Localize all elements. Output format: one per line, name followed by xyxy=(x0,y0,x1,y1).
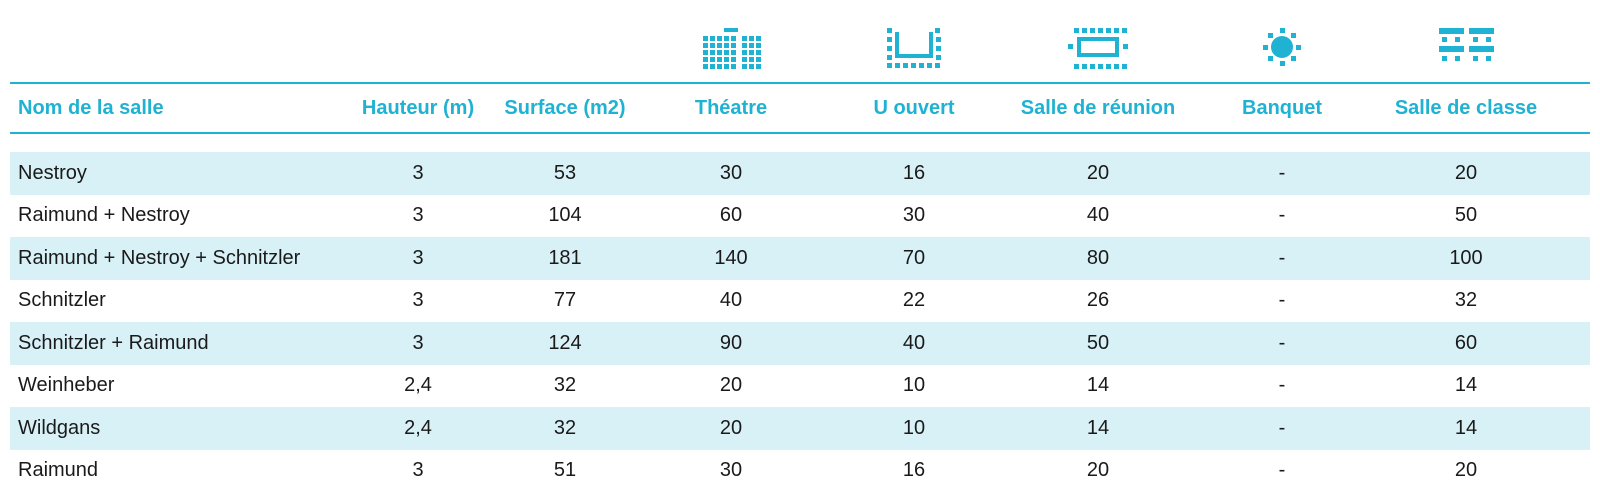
cell-reunion: 80 xyxy=(1086,246,1110,269)
header-classe: Salle de classe xyxy=(1394,96,1538,119)
cell-u-ouvert: 40 xyxy=(902,331,926,354)
table-row: Schnitzler + Raimund 3 124 90 40 50 - 60 xyxy=(10,322,1590,365)
header-surface: Surface (m2) xyxy=(504,96,626,119)
cell-u-ouvert: 30 xyxy=(902,204,926,227)
cell-theatre: 30 xyxy=(719,459,743,482)
cell-classe: 50 xyxy=(1454,204,1478,227)
cell-banquet: - xyxy=(1278,289,1286,312)
cell-classe: 14 xyxy=(1454,374,1478,397)
cell-u-ouvert: 22 xyxy=(902,289,926,312)
cell-u-ouvert: 70 xyxy=(902,246,926,269)
cell-banquet: - xyxy=(1278,374,1286,397)
cell-hauteur: 3 xyxy=(412,459,424,482)
cell-surface: 32 xyxy=(553,374,577,397)
cell-surface: 181 xyxy=(548,246,582,269)
cell-theatre: 30 xyxy=(719,161,743,184)
cell-hauteur: 3 xyxy=(412,289,424,312)
theatre-layout-icon xyxy=(698,26,764,72)
header-divider xyxy=(10,132,1590,134)
cell-reunion: 50 xyxy=(1086,331,1110,354)
boardroom-layout-icon xyxy=(1065,26,1131,72)
banquet-layout-icon xyxy=(1249,26,1315,72)
table-row: Raimund + Nestroy + Schnitzler 3 181 140 70 8… xyxy=(10,237,1590,280)
cell-theatre: 140 xyxy=(714,246,748,269)
cell-theatre: 20 xyxy=(719,416,743,439)
cell-nom: Weinheber xyxy=(18,374,115,397)
table-row: Wildgans 2,4 32 20 10 14 - 14 xyxy=(10,407,1590,450)
cell-hauteur: 3 xyxy=(412,331,424,354)
cell-hauteur: 3 xyxy=(412,161,424,184)
cell-nom: Raimund + Nestroy xyxy=(18,204,190,227)
u-shape-layout-icon xyxy=(881,26,947,72)
cell-classe: 100 xyxy=(1449,246,1483,269)
cell-banquet: - xyxy=(1278,331,1286,354)
cell-surface: 51 xyxy=(553,459,577,482)
cell-nom: Raimund + Nestroy + Schnitzler xyxy=(18,246,301,269)
cell-banquet: - xyxy=(1278,161,1286,184)
cell-banquet: - xyxy=(1278,204,1286,227)
cell-u-ouvert: 10 xyxy=(902,416,926,439)
cell-surface: 124 xyxy=(548,331,582,354)
cell-nom: Nestroy xyxy=(18,161,87,184)
table-row: Schnitzler 3 77 40 22 26 - 32 xyxy=(10,280,1590,323)
cell-theatre: 40 xyxy=(719,289,743,312)
table-row: Weinheber 2,4 32 20 10 14 - 14 xyxy=(10,365,1590,408)
cell-hauteur: 3 xyxy=(412,246,424,269)
cell-reunion: 20 xyxy=(1086,161,1110,184)
cell-classe: 20 xyxy=(1454,459,1478,482)
cell-hauteur: 3 xyxy=(412,204,424,227)
table-row: Raimund + Nestroy 3 104 60 30 40 - 50 xyxy=(10,195,1590,238)
cell-reunion: 20 xyxy=(1086,459,1110,482)
cell-classe: 32 xyxy=(1454,289,1478,312)
cell-classe: 14 xyxy=(1454,416,1478,439)
cell-banquet: - xyxy=(1278,246,1286,269)
cell-u-ouvert: 16 xyxy=(902,161,926,184)
table-body: Nestroy 3 53 30 16 20-20 Raimund + Nestroy 3 104… xyxy=(10,152,1590,492)
cell-nom: Schnitzler + Raimund xyxy=(18,331,209,354)
table-row: Nestroy 3 53 30 16 20 - 20 xyxy=(10,152,1590,195)
header-banquet: Banquet xyxy=(1242,96,1322,119)
table-row: Raimund 3 51 30 16 20 - 20 xyxy=(10,450,1590,493)
header-reunion: Salle de réunion xyxy=(1020,96,1176,119)
cell-hauteur: 2,4 xyxy=(404,416,432,439)
classroom-layout-icon xyxy=(1433,26,1499,72)
cell-surface: 32 xyxy=(553,416,577,439)
cell-classe: 60 xyxy=(1454,331,1478,354)
table-header: Nom de la salle Hauteur (m) Surface (m2)… xyxy=(10,84,1590,132)
cell-banquet: - xyxy=(1278,459,1286,482)
cell-theatre: 60 xyxy=(719,204,743,227)
cell-nom: Wildgans xyxy=(18,416,101,439)
header-nom: Nom de la salle xyxy=(18,96,164,119)
cell-surface: 104 xyxy=(548,204,582,227)
cell-nom: Raimund xyxy=(18,459,99,482)
cell-reunion: 26 xyxy=(1086,289,1110,312)
cell-reunion: 14 xyxy=(1086,374,1110,397)
cell-surface: 53 xyxy=(553,161,577,184)
cell-hauteur: 2,4 xyxy=(404,374,432,397)
cell-classe: 20 xyxy=(1454,161,1478,184)
cell-theatre: 90 xyxy=(719,331,743,354)
cell-reunion: 40 xyxy=(1086,204,1110,227)
cell-reunion: 14 xyxy=(1086,416,1110,439)
top-divider xyxy=(10,82,1590,84)
cell-u-ouvert: 16 xyxy=(902,459,926,482)
header-u-ouvert: U ouvert xyxy=(873,96,955,119)
layout-icons-row xyxy=(10,0,1590,82)
cell-banquet: - xyxy=(1278,416,1286,439)
cell-u-ouvert: 10 xyxy=(902,374,926,397)
cell-nom: Schnitzler xyxy=(18,289,106,312)
cell-theatre: 20 xyxy=(719,374,743,397)
cell-surface: 77 xyxy=(553,289,577,312)
header-hauteur: Hauteur (m) xyxy=(361,96,475,119)
header-theatre: Théatre xyxy=(694,96,768,119)
